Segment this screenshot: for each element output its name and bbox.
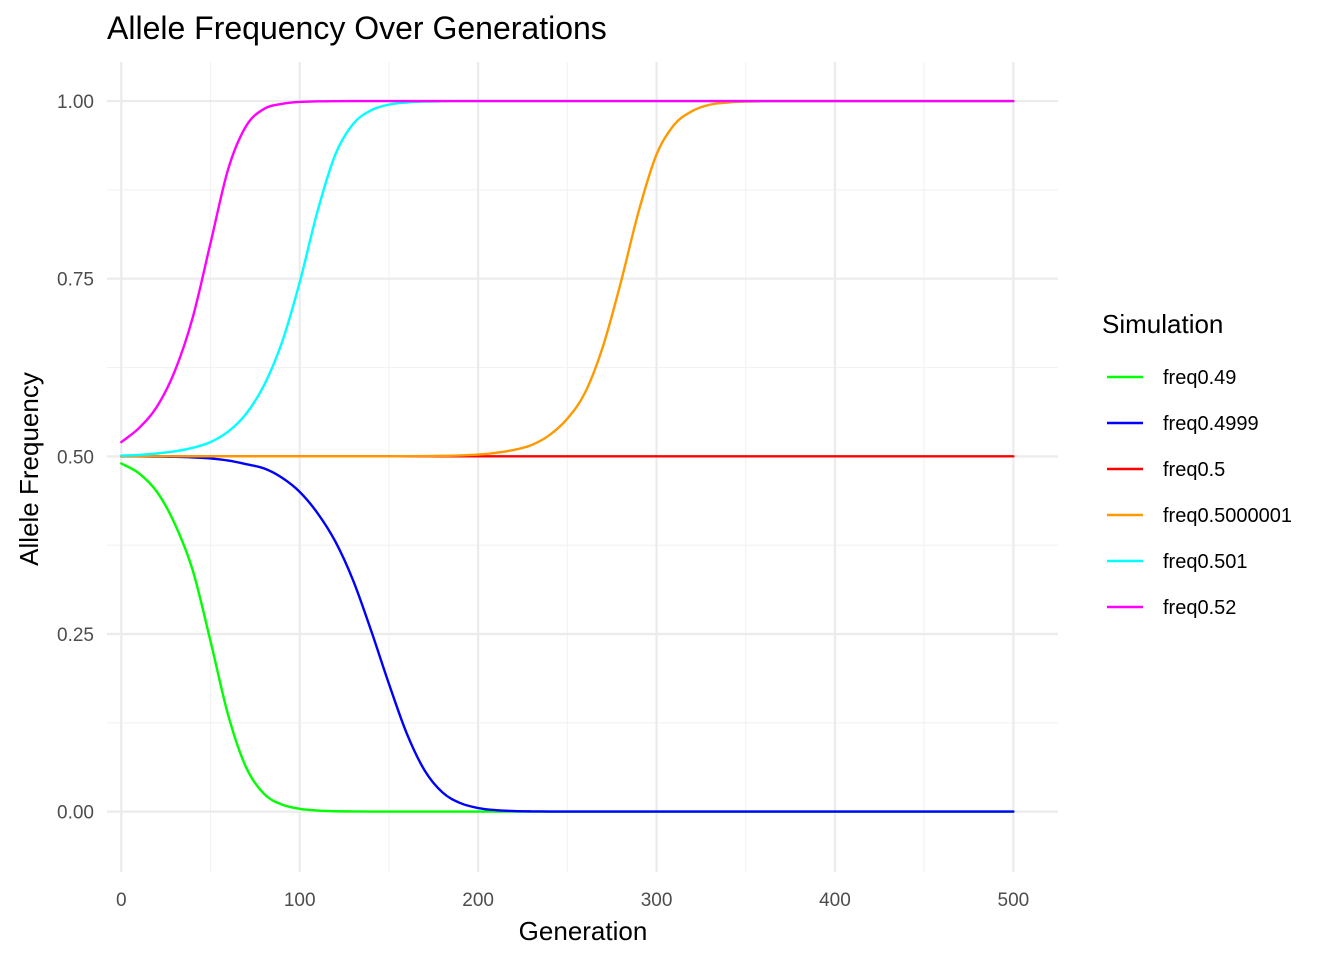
- minor-gridlines: [107, 62, 1058, 872]
- legend-label: freq0.49: [1163, 367, 1236, 389]
- series-lines: [120, 99, 1015, 813]
- legend-label: freq0.501: [1163, 551, 1248, 573]
- legend-item: freq0.501: [1107, 551, 1248, 573]
- axis-tick-labels: 0 100 200 300 400 500 0.00 0.25 0.50 0.75 1.00: [57, 92, 1029, 911]
- legend-label: freq0.52: [1163, 597, 1236, 619]
- x-tick-label: 300: [641, 890, 673, 911]
- legend-item: freq0.52: [1107, 597, 1236, 619]
- y-tick-label: 0.25: [57, 625, 94, 646]
- y-tick-label: 0.00: [57, 803, 94, 824]
- y-tick-label: 0.75: [57, 270, 94, 291]
- legend-item: freq0.49: [1107, 367, 1236, 389]
- legend-item: freq0.5000001: [1107, 505, 1292, 527]
- y-axis-title: Allele Frequency: [14, 372, 44, 566]
- x-tick-label: 100: [284, 890, 316, 911]
- legend-item: freq0.5: [1107, 459, 1225, 481]
- legend: Simulation freq0.49freq0.4999freq0.5freq…: [1102, 309, 1292, 619]
- legend-item: freq0.4999: [1107, 413, 1259, 435]
- legend-label: freq0.5000001: [1163, 505, 1292, 527]
- legend-label: freq0.5: [1163, 459, 1225, 481]
- y-tick-label: 1.00: [57, 92, 94, 113]
- series-line-freq0-4999: [120, 455, 1015, 813]
- y-tick-label: 0.50: [57, 447, 94, 468]
- x-tick-label: 400: [819, 890, 851, 911]
- x-axis-title: Generation: [519, 916, 648, 946]
- legend-items: freq0.49 freq0.4999 freq0.5 freq0.5000001 fr…: [1107, 367, 1292, 619]
- chart-title: Allele Frequency Over Generations: [107, 10, 607, 46]
- legend-label: freq0.4999: [1163, 413, 1259, 435]
- x-tick-label: 200: [462, 890, 494, 911]
- series-line-freq0-52: [120, 99, 1015, 444]
- major-gridlines: [107, 62, 1058, 872]
- x-tick-label: 0: [116, 890, 127, 911]
- legend-title: Simulation: [1102, 309, 1223, 339]
- x-tick-label: 500: [998, 890, 1030, 911]
